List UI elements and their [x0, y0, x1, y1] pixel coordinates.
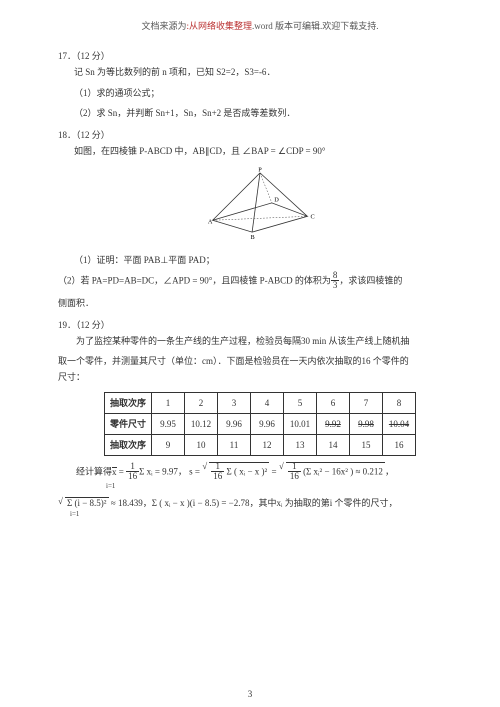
q19-heading: 19．（12 分） [58, 317, 462, 333]
formula-line1: 经计算得x = 116Σ xᵢ = 9.97， s = 116 Σ ( xᵢ −… [76, 462, 462, 491]
q19-para3: 尺寸： [58, 369, 462, 385]
label-P: P [258, 167, 262, 174]
label-B: B [251, 235, 255, 241]
source-note: 文档来源为:从网络收集整理.word 版本可编辑.欢迎下载支持. [58, 18, 462, 34]
question-19: 19．（12 分） 为了监控某种零件的一条生产线的生产过程，检验员每隔30 mi… [58, 317, 462, 519]
q17-sub1: （1）求的通项公式； [74, 85, 462, 101]
label-C: C [311, 214, 315, 221]
q18-sub2-cont: 侧面积． [58, 295, 462, 311]
figure-pyramid: P A B C D [58, 165, 462, 245]
th-order2: 抽取次序 [104, 435, 151, 456]
question-18: 18．（12 分） 如图，在四棱锥 P-ABCD 中，AB∥CD，且 ∠BAP … [58, 127, 462, 311]
q19-para1: 为了监控某种零件的一条生产线的生产过程，检验员每隔30 min 从该生产线上随机… [76, 333, 462, 349]
q17-line1: 记 Sn 为等比数列的前 n 项和，已知 S2=2，S3=-6． [74, 64, 462, 80]
question-17: 17．（12 分） 记 Sn 为等比数列的前 n 项和，已知 S2=2，S3=-… [58, 48, 462, 121]
q18-line1: 如图，在四棱锥 P-ABCD 中，AB∥CD，且 ∠BAP = ∠CDP = 9… [74, 143, 462, 159]
page-number: 3 [0, 689, 500, 699]
formula-line2: Σ (i − 8.5)² ≈ 18.439，Σ ( xᵢ − x )(i − 8… [58, 497, 462, 519]
q18-heading: 18．（12 分） [58, 127, 462, 143]
label-D: D [274, 197, 279, 204]
q17-heading: 17．（12 分） [58, 48, 462, 64]
q19-para2: 取一个零件，并测量其尺寸（单位：cm）．下面是检验员在一天内依次抽取的16 个零… [58, 353, 462, 369]
measurement-table: 抽取次序 1 2 3 4 5 6 7 8 零件尺寸 9.95 10.12 9.9… [104, 392, 416, 457]
q18-sub1: （1）证明：平面 PAB⊥平面 PAD； [74, 252, 462, 268]
q17-sub2: （2）求 Sn，并判断 Sn+1，Sn，Sn+2 是否成等差数列． [74, 105, 462, 121]
th-size: 零件尺寸 [104, 413, 151, 434]
q18-sub2: （2）若 PA=PD=AB=DC，∠APD = 90°，且四棱锥 P-ABCD … [58, 272, 462, 291]
label-A: A [208, 219, 213, 226]
th-order1: 抽取次序 [104, 392, 151, 413]
